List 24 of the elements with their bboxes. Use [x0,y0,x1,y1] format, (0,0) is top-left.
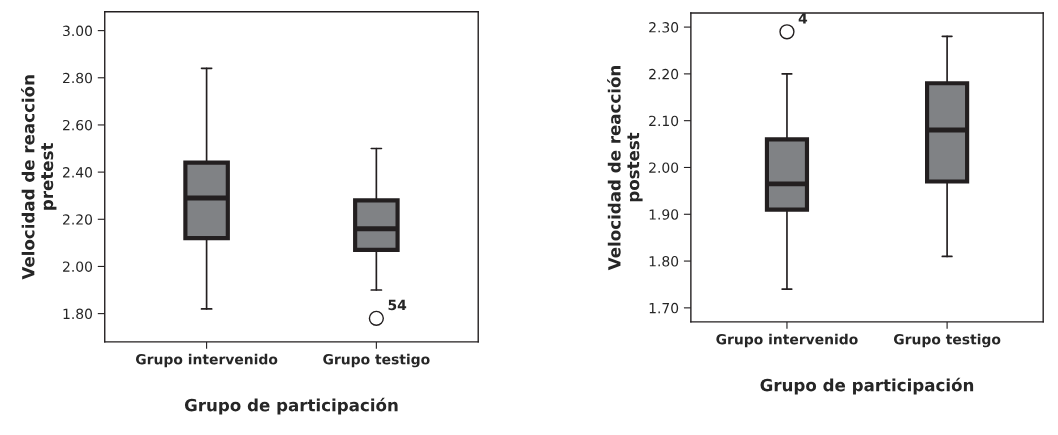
annotation: 54 [388,299,407,311]
y-axis-title: Velocidad de reacción pretest [21,75,57,280]
y-tick-label: 1.80 [63,308,93,320]
x-tick-label: Grupo testigo [893,333,1001,348]
y-tick-label: 1.90 [649,209,679,220]
y-tick-label: 1.70 [649,302,679,314]
y-axis-title: Velocidad de reacción postest [607,66,643,271]
y-tick-label: 2.30 [649,22,679,33]
x-tick-label: Grupo intervenido [135,353,278,368]
x-tick-label: Grupo testigo [323,353,430,368]
y-tick-label: 1.80 [649,256,679,267]
y-tick-label: 3.00 [63,25,93,37]
y-tick-label: 2.20 [649,68,679,80]
y-tick-label: 2.10 [649,115,679,127]
x-axis-title: Grupo de participación [760,377,974,395]
y-tick-label: 2.20 [63,214,93,225]
annotation: 4 [798,13,808,24]
y-tick-label: 2.00 [63,261,93,272]
y-tick-label: 2.60 [63,119,93,131]
x-tick-label: Grupo intervenido [716,333,858,348]
y-tick-label: 2.40 [63,167,93,178]
x-axis-title: Grupo de participación [184,397,398,415]
y-tick-label: 2.00 [649,162,679,173]
y-tick-label: 2.80 [63,72,93,84]
